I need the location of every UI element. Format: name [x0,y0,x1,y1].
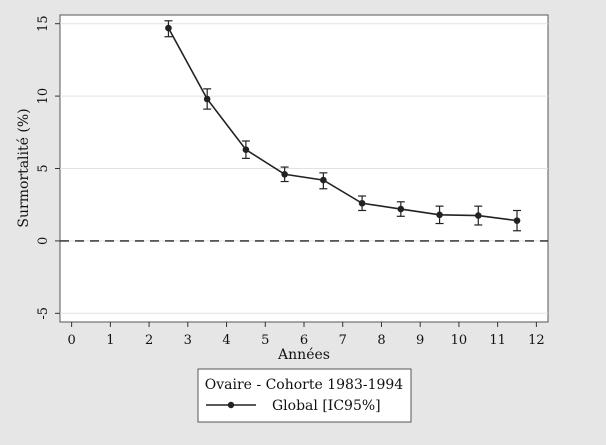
legend-marker [227,401,235,409]
x-tick-label: 3 [184,333,192,348]
x-tick-label: 11 [489,333,506,348]
legend-entry-0: Global [IC95%] [272,398,381,414]
data-point [320,176,327,184]
data-point [203,95,211,103]
y-tick-label: 10 [36,88,51,105]
legend-title: Ovaire - Cohorte 1983-1994 [205,377,404,393]
y-tick-label: -5 [36,307,51,320]
y-tick-label: 0 [36,237,51,245]
data-point [474,212,482,219]
x-tick-label: 0 [67,333,75,348]
data-point [165,24,172,32]
x-tick-label: 12 [528,333,545,348]
y-axis-label: Surmortalité (%) [16,108,32,227]
y-tick-label: 5 [36,164,51,172]
legend-box [197,368,412,423]
x-tick-label: 6 [300,333,308,348]
x-tick-label: 2 [145,333,153,348]
x-tick-label: 8 [377,333,385,348]
data-point [436,211,443,219]
data-point [281,170,288,178]
x-tick-label: 1 [106,333,114,348]
data-point [513,217,521,224]
data-point [358,199,366,207]
x-tick-label: 9 [416,333,424,348]
x-axis: 0 1 2 3 4 5 6 7 8 9 10 11 12 [67,322,545,348]
y-tick-label: 15 [36,15,51,32]
x-tick-label: 5 [261,333,269,348]
legend: Ovaire - Cohorte 1983-1994 Global [IC95%… [197,368,412,423]
series-group [164,20,522,232]
data-point [242,146,250,153]
series-line [167,27,518,222]
data-point [397,205,405,213]
x-tick-label: 7 [339,333,347,348]
x-tick-label: 10 [451,333,468,348]
x-axis-label: Années [277,347,330,363]
y-axis: -5 0 5 10 15 [36,15,60,320]
x-tick-label: 4 [222,333,230,348]
